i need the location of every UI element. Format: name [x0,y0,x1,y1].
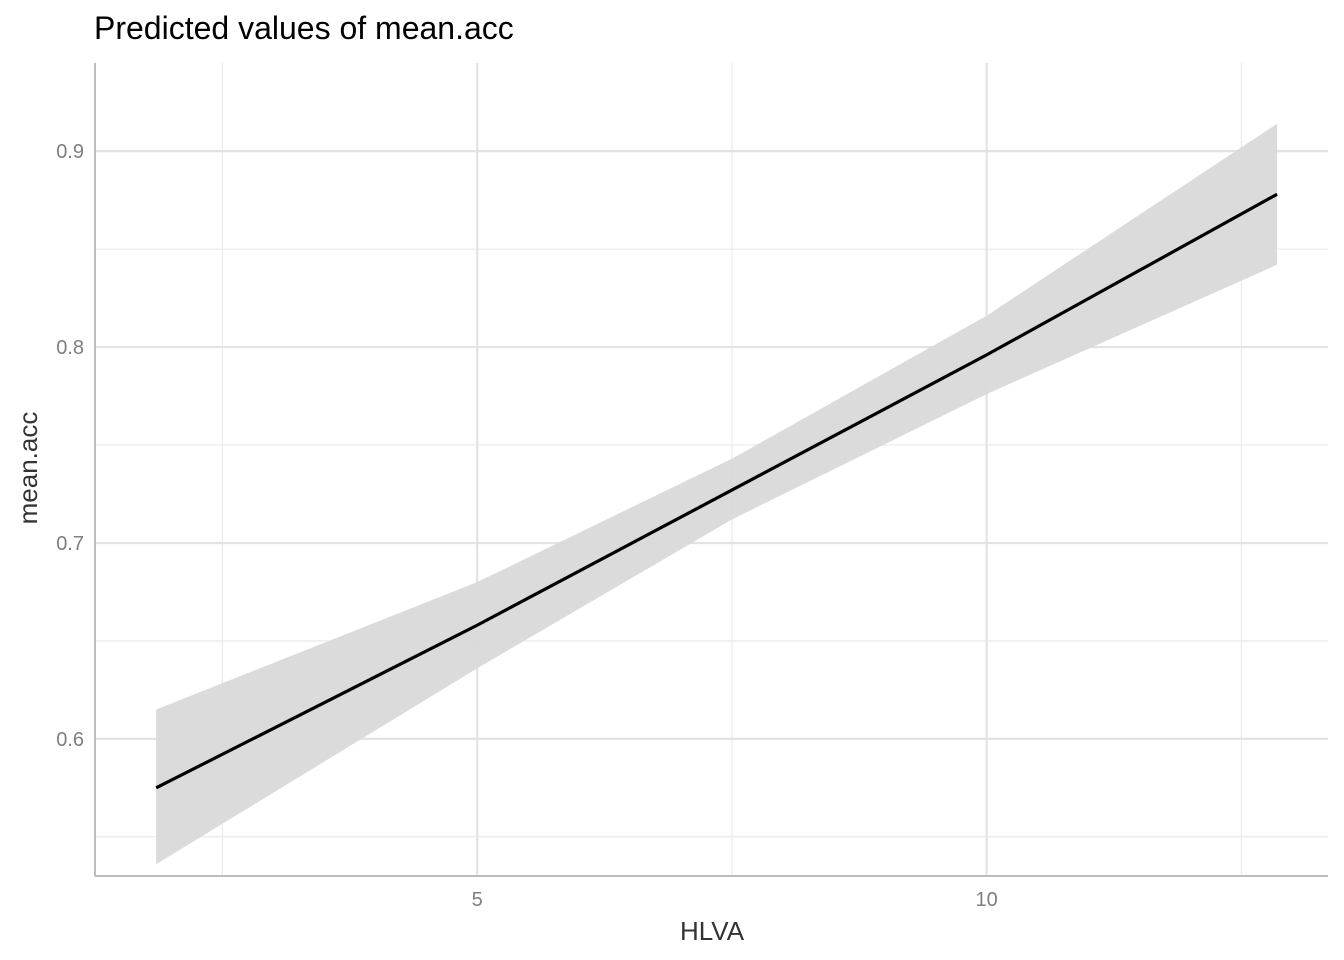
confidence-band [156,123,1278,865]
x-tick-label: 10 [976,889,998,911]
major-gridlines [95,63,1328,876]
y-tick-labels: 0.6 0.7 0.8 0.9 [56,141,84,751]
x-tick-labels: 5 10 [472,889,998,911]
x-axis-title: HLVA [680,916,745,946]
prediction-line-layer [155,192,1278,790]
confidence-band-layer [156,123,1278,865]
chart-title: Predicted values of mean.acc [94,10,514,46]
axes [94,63,1328,877]
y-tick-label: 0.7 [56,533,84,555]
y-axis-title: mean.acc [13,412,43,525]
y-tick-label: 0.8 [56,337,84,359]
x-tick-label: 5 [472,889,483,911]
prediction-line [155,192,1278,790]
y-tick-label: 0.6 [56,729,84,751]
y-tick-label: 0.9 [56,141,84,163]
